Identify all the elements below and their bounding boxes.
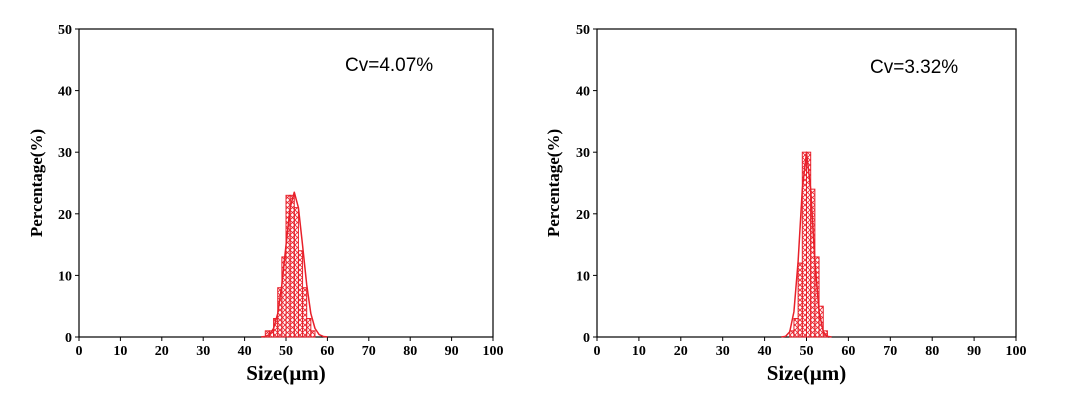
x-tick-label: 70: [362, 344, 376, 359]
y-tick-label: 0: [65, 331, 72, 346]
y-tick-label: 30: [58, 146, 72, 161]
y-tick-label: 20: [576, 208, 590, 223]
histogram-bar: [306, 318, 312, 338]
y-axis-label: Percentage(%): [27, 129, 46, 237]
histogram-bar: [793, 318, 799, 338]
fit-curve: [781, 151, 832, 338]
histogram-bar: [297, 250, 304, 338]
y-tick-label: 10: [58, 269, 72, 284]
histogram-bar: [289, 194, 295, 338]
x-axis-label: Size(μm): [767, 361, 847, 385]
x-tick-label: 0: [594, 344, 601, 359]
fit-curve: [261, 191, 328, 338]
y-tick-label: 30: [576, 146, 590, 161]
x-tick-label: 0: [76, 344, 83, 359]
x-tick-label: 60: [841, 344, 855, 359]
x-tick-label: 90: [445, 344, 459, 359]
x-tick-label: 80: [403, 344, 417, 359]
x-tick-label: 20: [674, 344, 688, 359]
x-tick-label: 50: [279, 344, 293, 359]
annotation: Cv=4.07%: [345, 55, 433, 76]
histogram-bar: [814, 256, 820, 338]
x-axis-label: Size(μm): [246, 361, 326, 385]
y-tick-label: 50: [58, 23, 72, 38]
x-tick-label: 60: [320, 344, 334, 359]
x-tick-label: 70: [883, 344, 897, 359]
x-tick-label: 10: [113, 344, 127, 359]
x-tick-label: 100: [1006, 344, 1027, 359]
y-tick-label: 10: [576, 269, 590, 284]
x-tick-label: 20: [155, 344, 169, 359]
x-tick-label: 90: [967, 344, 981, 359]
histogram-bar: [797, 262, 803, 338]
x-tick-label: 40: [238, 344, 252, 359]
y-axis-label: Percentage(%): [544, 129, 563, 237]
y-tick-label: 20: [58, 208, 72, 223]
y-tick-label: 40: [58, 85, 72, 100]
x-tick-label: 30: [196, 344, 210, 359]
y-tick-label: 50: [576, 23, 590, 38]
annotation: Cv=3.32%: [870, 57, 958, 78]
x-tick-label: 50: [800, 344, 814, 359]
x-tick-label: 30: [716, 344, 730, 359]
histogram-bar: [302, 287, 308, 338]
x-tick-label: 100: [483, 344, 504, 359]
y-tick-label: 0: [583, 331, 590, 346]
x-tick-label: 40: [758, 344, 772, 359]
histogram-bar: [293, 207, 299, 338]
y-tick-label: 40: [576, 85, 590, 100]
x-tick-label: 10: [632, 344, 646, 359]
histogram-bar: [310, 330, 316, 338]
x-tick-label: 80: [925, 344, 939, 359]
